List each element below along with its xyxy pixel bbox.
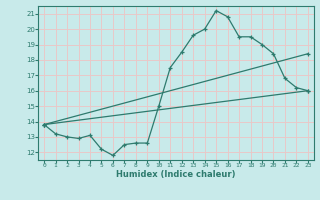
X-axis label: Humidex (Indice chaleur): Humidex (Indice chaleur) [116,170,236,179]
